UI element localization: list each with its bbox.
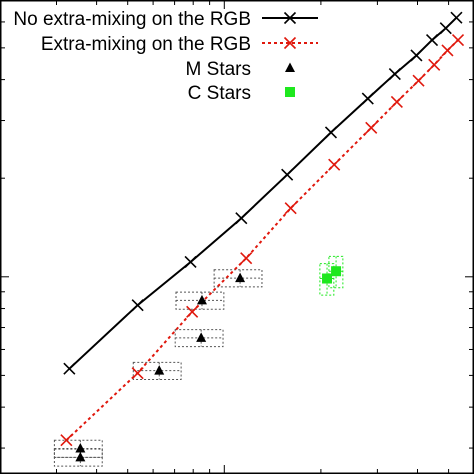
legend-label-c-stars: C Stars — [188, 83, 251, 104]
series-1 — [60, 34, 465, 447]
c-star-point — [322, 273, 333, 284]
data-point-0 — [425, 34, 439, 47]
data-point-1 — [328, 158, 341, 171]
series-0 — [63, 11, 463, 375]
data-point-0 — [410, 49, 423, 62]
data-point-1 — [390, 95, 403, 108]
legend-label-no-extra-mixing: No extra-mixing on the RGB — [13, 9, 251, 30]
legend-marker-no-extra-mixing — [283, 11, 297, 25]
data-point-0 — [324, 126, 338, 139]
data-point-0 — [388, 67, 401, 81]
m-star-point — [196, 294, 207, 305]
data-point-1 — [60, 434, 73, 447]
legend-marker-extra-mixing — [283, 36, 297, 50]
data-point-1 — [186, 305, 199, 318]
legend-label-m-stars: M Stars — [186, 59, 251, 80]
series-layer — [60, 11, 465, 462]
data-point-1 — [451, 34, 465, 47]
data-point-0 — [235, 212, 248, 225]
data-point-0 — [439, 22, 452, 35]
data-point-0 — [131, 299, 144, 312]
data-point-1 — [412, 74, 425, 87]
data-point-0 — [281, 168, 294, 181]
data-point-1 — [240, 252, 253, 265]
m-star-point — [154, 365, 165, 375]
c-star-point — [331, 266, 342, 277]
m-star-point — [75, 451, 86, 462]
m-star-point — [196, 332, 207, 342]
data-point-0 — [361, 92, 374, 105]
data-point-0 — [63, 362, 76, 375]
legend-label-extra-mixing: Extra-mixing on the RGB — [41, 34, 251, 55]
data-point-1 — [365, 121, 378, 134]
m-star-point — [75, 443, 86, 453]
data-point-1 — [284, 202, 297, 215]
c-star-error-box — [328, 255, 344, 289]
series-3 — [322, 266, 342, 284]
data-point-0 — [450, 11, 463, 24]
legend-marker-m-stars — [285, 62, 295, 72]
legend: No extra-mixing on the RGB Extra-mixing … — [13, 9, 318, 104]
c-star-error-box — [319, 263, 335, 296]
m-star-point — [235, 272, 246, 283]
legend-marker-c-stars — [285, 87, 295, 97]
data-point-0 — [184, 255, 197, 269]
data-point-1 — [131, 367, 144, 380]
series-2 — [75, 272, 246, 462]
legend-samples — [262, 11, 318, 97]
data-point-1 — [428, 58, 441, 71]
data-point-1 — [441, 44, 454, 57]
